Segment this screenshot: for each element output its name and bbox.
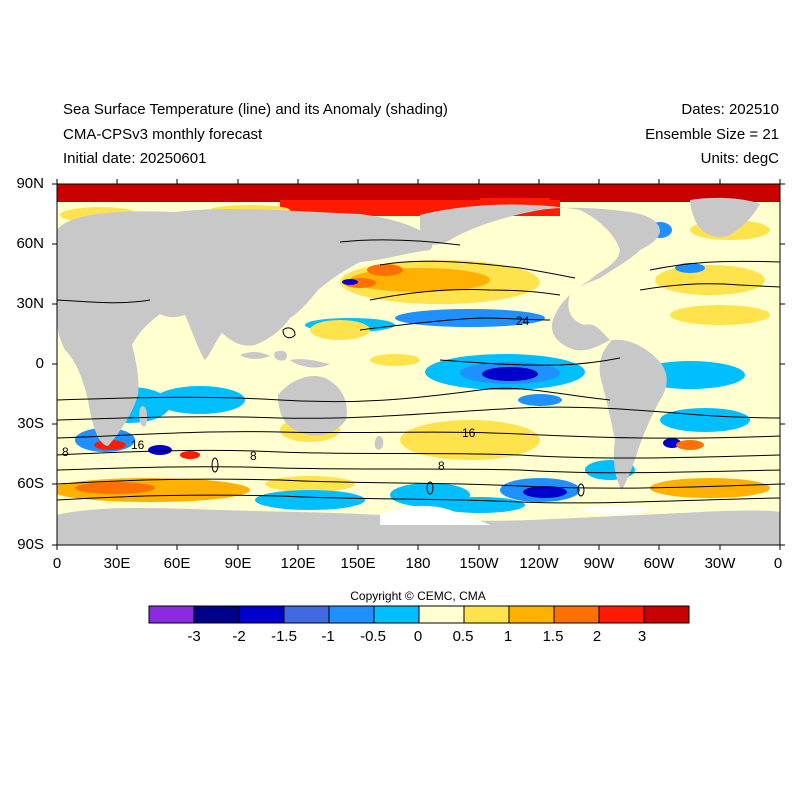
contour-label-16-west: 16: [131, 438, 145, 452]
land-masses: [57, 197, 780, 545]
lon-label-0-east: 0: [773, 555, 783, 572]
contour-label-8-east: 8: [438, 459, 445, 473]
colorbar-label: 0: [413, 628, 423, 645]
colorbar-label: -2: [232, 628, 246, 645]
copyright-text: Copyright © CEMC, CMA: [350, 589, 486, 603]
colorbar-box: [238, 605, 285, 624]
lat-label-30n: 30N: [16, 295, 44, 312]
lon-label-120e: 120E: [280, 555, 316, 572]
colorbar-box: [463, 605, 510, 624]
lon-label-180: 180: [405, 555, 431, 572]
lat-label-60n: 60N: [16, 235, 44, 252]
contour-label-8-mid: 8: [250, 449, 257, 463]
lon-label-150e: 150E: [340, 555, 376, 572]
lon-label-30w: 30W: [704, 555, 736, 572]
colorbar-box: [508, 605, 555, 624]
colorbar-label: -1.5: [271, 628, 297, 645]
contour-label-8-west: 8: [62, 445, 69, 459]
lat-label-90n: 90N: [16, 175, 44, 192]
chart-title: Sea Surface Temperature (line) and its A…: [63, 101, 448, 118]
colorbar-box: [193, 605, 240, 624]
lon-label-60e: 60E: [163, 555, 191, 572]
initial-date: Initial date: 20250601: [63, 150, 207, 167]
colorbar-label: -3: [187, 628, 201, 645]
lon-label-60w: 60W: [643, 555, 675, 572]
colorbar-label: -0.5: [360, 628, 386, 645]
lat-label-0: 0: [35, 355, 44, 372]
lon-label-90w: 90W: [583, 555, 615, 572]
colorbar-label: 3: [637, 628, 647, 645]
colorbar-box: [373, 605, 420, 624]
colorbar-box: [148, 605, 195, 624]
colorbar-label: 2: [592, 628, 602, 645]
colorbar-label: 1.5: [542, 628, 564, 645]
contour-labels: 24 16 16 8 8 8: [62, 314, 530, 473]
lon-label-150w: 150W: [459, 555, 499, 572]
contour-label-24: 24: [516, 314, 530, 328]
lon-label-120w: 120W: [519, 555, 559, 572]
lon-label-30e: 30E: [103, 555, 131, 572]
lat-label-90s: 90S: [17, 536, 44, 553]
colorbar-box: [643, 605, 690, 624]
model-subtitle: CMA-CPSv3 monthly forecast: [63, 126, 263, 143]
lat-label-60s: 60S: [17, 475, 44, 492]
units-label: Units: degC: [700, 150, 779, 167]
ensemble-size: Ensemble Size = 21: [645, 126, 779, 143]
axis-ticks: [52, 179, 785, 550]
colorbar-box: [283, 605, 330, 624]
sea-ice: [380, 505, 650, 525]
lon-label-90e: 90E: [224, 555, 252, 572]
colorbar-label: -1: [321, 628, 335, 645]
forecast-dates: Dates: 202510: [681, 101, 779, 118]
colorbar-label: 1: [503, 628, 513, 645]
colorbar-label: 0.5: [452, 628, 474, 645]
colorbar-box: [553, 605, 600, 624]
colorbar-box: [328, 605, 375, 624]
lon-label-0-west: 0: [52, 555, 62, 572]
lat-label-30s: 30S: [17, 415, 44, 432]
colorbar-box: [598, 605, 645, 624]
contour-label-16-east: 16: [462, 426, 476, 440]
colorbar: [148, 605, 690, 624]
sst-contours: [57, 239, 780, 504]
colorbar-box: [418, 605, 465, 624]
